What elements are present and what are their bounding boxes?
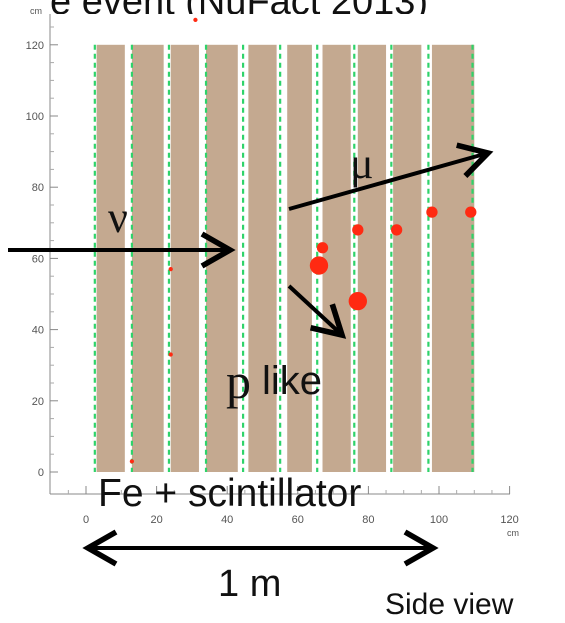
x-axis-unit: cm — [507, 528, 519, 538]
y-tick-label: 80 — [32, 182, 44, 194]
hit-marker — [309, 256, 329, 275]
hit-marker — [168, 352, 173, 357]
x-tick-label: 0 — [83, 514, 89, 526]
scintillator-layers — [93, 44, 474, 472]
neutrino-label: ν — [108, 193, 128, 242]
iron-plate — [131, 44, 164, 473]
hit-marker — [193, 17, 198, 22]
iron-plate — [393, 44, 422, 473]
muon-arrow — [288, 142, 494, 211]
y-axis-unit: cm — [30, 6, 42, 16]
x-tick-label: 20 — [150, 514, 162, 526]
y-tick-label: 120 — [26, 40, 44, 52]
x-tick-label: 120 — [500, 514, 518, 526]
x-tick-label: 40 — [221, 514, 233, 526]
hit-marker — [348, 291, 367, 311]
energy-deposits — [129, 17, 477, 464]
iron-plate — [96, 44, 125, 473]
y-axis-ticks: 0 20 40 60 80 100 120 — [26, 26, 58, 479]
proton-like-label: like — [262, 359, 322, 403]
iron-plate — [287, 44, 312, 473]
x-tick-label: 60 — [292, 514, 304, 526]
y-tick-label: 0 — [38, 467, 44, 479]
muon-label: μ — [350, 139, 374, 188]
iron-plates — [96, 44, 475, 473]
hit-marker — [316, 242, 329, 254]
view-label: Side view — [385, 588, 514, 621]
proton-p-label: p — [226, 353, 251, 409]
iron-plate — [357, 44, 387, 473]
hit-marker — [168, 266, 173, 272]
scale-label: 1 m — [218, 563, 281, 605]
iron-plate — [322, 44, 351, 473]
hit-marker — [352, 224, 364, 236]
iron-plate — [248, 44, 277, 473]
x-tick-label: 80 — [362, 514, 374, 526]
hit-marker — [129, 459, 135, 464]
y-tick-label: 20 — [32, 396, 44, 408]
y-tick-label: 60 — [32, 253, 44, 265]
x-tick-label: 100 — [430, 514, 448, 526]
hit-marker — [390, 224, 403, 236]
proton-like-arrow — [287, 284, 347, 339]
y-tick-label: 100 — [26, 111, 44, 123]
hit-marker — [465, 206, 477, 218]
hit-marker — [426, 206, 438, 218]
iron-plate — [431, 44, 475, 473]
iron-plate — [170, 44, 199, 473]
detector-label: Fe + scintillator — [98, 472, 361, 515]
x-axis-ticks: 0 20 40 60 80 100 120 — [67, 486, 519, 526]
y-tick-label: 40 — [32, 325, 44, 337]
